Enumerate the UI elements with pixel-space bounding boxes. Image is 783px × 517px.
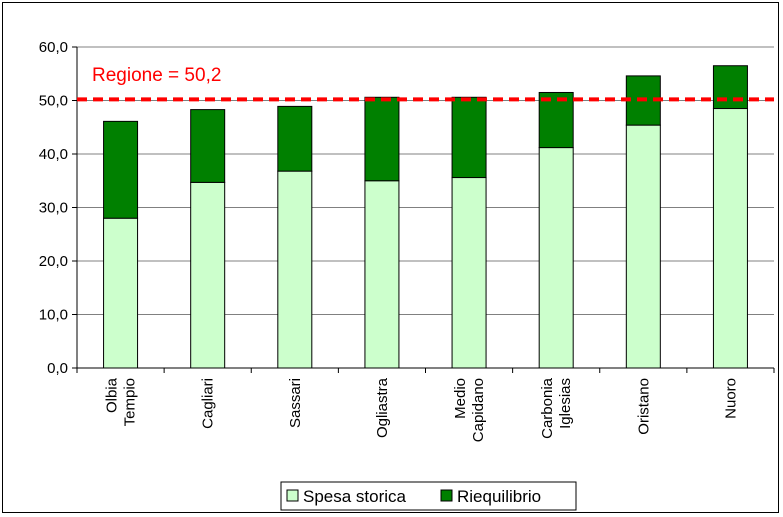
legend-label: Riequilibrio — [457, 487, 541, 506]
legend-box — [280, 481, 577, 511]
y-tick-label: 0,0 — [47, 360, 68, 377]
x-category-label: Oristano — [635, 378, 652, 435]
bar-spesa-storica — [277, 170, 313, 369]
x-category-label: Medio — [452, 378, 469, 419]
reference-line-group: Regione = 50,2 — [77, 65, 774, 102]
bars — [103, 65, 748, 369]
x-category-label: Capidano — [470, 378, 487, 442]
y-tick-label: 60,0 — [39, 39, 68, 56]
x-category-label: Carbonia — [539, 377, 556, 439]
bar-spesa-storica — [103, 217, 139, 369]
y-tick-label: 20,0 — [39, 253, 68, 270]
legend: Spesa storica Riequilibrio — [280, 481, 577, 511]
x-category-label: Olbia — [104, 377, 121, 413]
gridlines — [77, 46, 774, 315]
bar-riequilibrio — [538, 91, 574, 149]
y-tick-label: 50,0 — [39, 93, 68, 110]
x-category-label: Tempio — [122, 378, 139, 426]
bar-riequilibrio — [190, 109, 226, 183]
bar-riequilibrio — [364, 96, 400, 182]
y-tick-label: 30,0 — [39, 200, 68, 217]
y-tick-label: 10,0 — [39, 307, 68, 324]
bar-spesa-storica — [451, 177, 487, 369]
bar-riequilibrio — [712, 65, 748, 110]
x-category-label: Sassari — [287, 378, 304, 428]
y-tick-labels: 0,0 10,0 20,0 30,0 40,0 50,0 60,0 — [39, 39, 68, 377]
bar-spesa-storica — [190, 181, 226, 369]
axes — [72, 46, 775, 373]
bar-spesa-storica — [364, 180, 400, 369]
x-category-label: Iglesias — [557, 378, 574, 429]
legend-swatch — [286, 489, 299, 502]
bar-spesa-storica — [712, 108, 748, 369]
x-category-label: Cagliari — [200, 378, 217, 429]
bar-riequilibrio — [277, 105, 313, 172]
y-tick-label: 40,0 — [39, 146, 68, 163]
legend-swatch — [440, 489, 453, 502]
bar-spesa-storica — [625, 124, 661, 369]
x-category-labels: Olbia Tempio Cagliari Sassari Ogliastra Medio… — [104, 377, 740, 442]
x-category-label: Nuoro — [722, 378, 739, 419]
bar-spesa-storica — [538, 147, 574, 369]
reference-line-label: Regione = 50,2 — [92, 65, 221, 86]
bar-riequilibrio — [103, 120, 139, 219]
bar-riequilibrio — [451, 96, 487, 179]
x-category-label: Ogliastra — [374, 377, 391, 438]
legend-label: Spesa storica — [303, 487, 407, 506]
